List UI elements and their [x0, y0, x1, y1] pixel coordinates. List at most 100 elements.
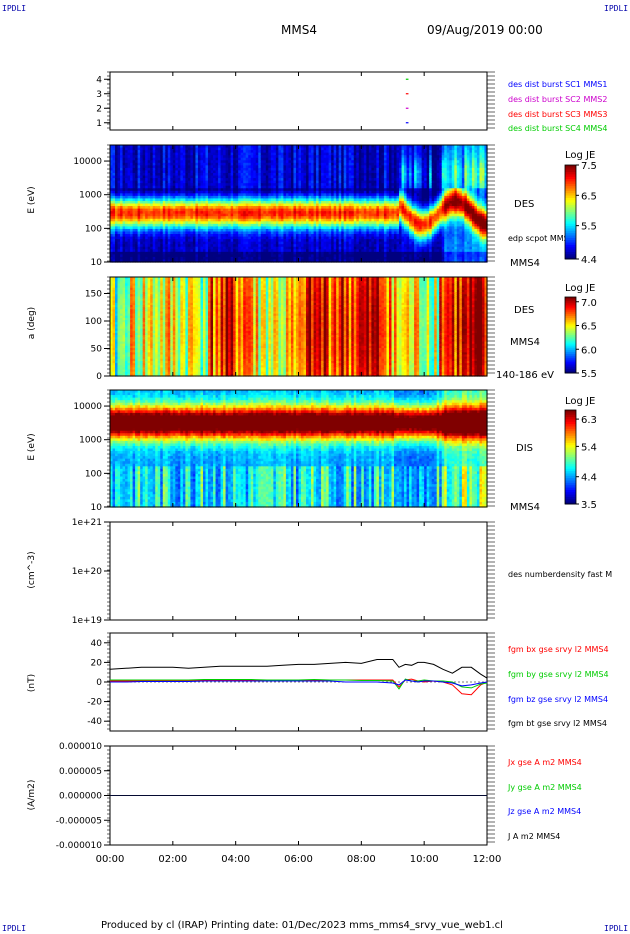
- colorbar1-ticklabel: 4.4: [581, 255, 597, 266]
- colorbar1-cell: [565, 176, 576, 180]
- colorbar1-cell: [565, 216, 576, 220]
- datetime-title: 09/Aug/2019 00:00: [427, 23, 543, 37]
- colorbar3-cell: [565, 428, 576, 432]
- colorbar2-cell: [565, 317, 576, 321]
- colorbar1-cell: [565, 207, 576, 211]
- colorbar2-cell: [565, 314, 576, 317]
- colorbar3-cell: [565, 445, 576, 449]
- des-pitch-label: DES: [514, 305, 534, 316]
- fgm-ytick-label: 20: [91, 658, 103, 668]
- colorbar1-cell: [565, 200, 576, 204]
- colorbar2-ticklabel: 7.0: [581, 298, 597, 309]
- colorbar3-ticklabel: 4.4: [581, 473, 597, 484]
- des-pitch-spectrogram: [110, 277, 488, 377]
- legend-jz: Jz gse A m2 MMS4: [508, 807, 581, 816]
- colorbar3-cell: [565, 435, 576, 439]
- corner-label-bl: IPDLI: [2, 924, 26, 933]
- colorbar1-cell: [565, 202, 576, 206]
- colorbar1-cell: [565, 240, 576, 244]
- colorbar3-title: Log JE: [565, 396, 595, 407]
- colorbar3-cell: [565, 482, 576, 486]
- edp-scpot-label: edp scpot MMS4: [508, 234, 574, 243]
- colorbar1-cell: [565, 174, 576, 178]
- colorbar1-cell: [565, 165, 576, 168]
- colorbar2-cell: [565, 365, 576, 368]
- colorbar3-cell: [565, 449, 576, 453]
- x-tick-label: 10:00: [410, 854, 439, 865]
- colorbar3-cell: [565, 426, 576, 430]
- colorbar3-cell: [565, 480, 576, 484]
- dis-energy-sc-label: MMS4: [510, 502, 540, 513]
- colorbar3-cell: [565, 496, 576, 500]
- colorbar1-cell: [565, 181, 576, 185]
- colorbar2-cell: [565, 331, 576, 334]
- legend-bt: fgm bt gse srvy l2 MMS4: [508, 719, 607, 728]
- colorbar2-cell: [565, 363, 576, 366]
- colorbar1-cell: [565, 167, 576, 171]
- des-energy-ytick-label: 100: [85, 224, 102, 234]
- colorbar2-cell: [565, 357, 576, 361]
- x-tick-label: 04:00: [221, 854, 250, 865]
- colorbar1-cell: [565, 197, 576, 201]
- colorbar2-cell: [565, 312, 576, 315]
- colorbar1-cell: [565, 212, 576, 215]
- density-frame: [109, 521, 488, 621]
- colorbar2-cell: [565, 352, 576, 355]
- colorbar3-cell: [565, 492, 576, 496]
- colorbar3-cell: [565, 417, 576, 420]
- density-ytick-label: 1e+21: [72, 518, 102, 528]
- colorbar1-cell: [565, 188, 576, 192]
- colorbar2-cell: [565, 298, 576, 302]
- fgm-ytick-label: -40: [87, 717, 102, 727]
- colorbar3-cell: [565, 421, 576, 425]
- fgm-ytick-label: 0: [96, 678, 102, 688]
- legend-jx: Jx gse A m2 MMS4: [508, 758, 582, 767]
- fgm-ytick-label: 40: [91, 639, 103, 649]
- colorbar1-cell: [565, 172, 576, 175]
- colorbar1-cell: [565, 169, 576, 173]
- colorbar1-cell: [565, 190, 576, 194]
- colorbar1-cell: [565, 204, 576, 208]
- colorbar2-ticklabel: 6.5: [581, 322, 597, 333]
- colorbar1-cell: [565, 249, 576, 253]
- colorbar2-cell: [565, 338, 576, 342]
- legend-bx: fgm bx gse srvy l2 MMS4: [508, 645, 609, 654]
- colorbar1-cell: [565, 183, 576, 187]
- colorbar3-cell: [565, 473, 576, 477]
- colorbar1-frame: [564, 164, 577, 260]
- colorbar2-cell: [565, 304, 576, 307]
- colorbar3-cell: [565, 475, 576, 479]
- colorbar1-cell: [565, 193, 576, 197]
- des-pitch-ytick-label: 0: [96, 372, 102, 382]
- colorbar3-cell: [565, 431, 576, 434]
- colorbar1-ticklabel: 7.5: [581, 161, 597, 172]
- colorbar1-cell: [565, 195, 576, 199]
- current-ytick-label: -0.000005: [56, 816, 102, 826]
- colorbar2-cell: [565, 367, 576, 370]
- colorbar2-cell: [565, 325, 576, 328]
- colorbar2-cell: [565, 359, 576, 363]
- colorbar3-ticklabel: 3.5: [581, 500, 597, 511]
- colorbar2-cell: [565, 323, 576, 326]
- colorbar3-cell: [565, 466, 576, 470]
- des-energy-sc-label: MMS4: [510, 258, 540, 269]
- colorbar2-cell: [565, 355, 576, 359]
- colorbar2-frame: [564, 296, 577, 374]
- legend-burst-sc4: des dist burst SC4 MMS4: [508, 124, 607, 133]
- colorbar2-cell: [565, 300, 576, 304]
- colorbar2-cell: [565, 369, 576, 372]
- current-ytick-label: 0.000000: [59, 792, 102, 802]
- colorbar2-cell: [565, 340, 576, 344]
- colorbar1-cell: [565, 186, 576, 189]
- des-pitch-ytick-label: 100: [85, 317, 102, 327]
- density-ytick-label: 1e+19: [72, 616, 103, 626]
- colorbar2-cell: [565, 327, 576, 330]
- x-tick-label: 12:00: [473, 854, 502, 865]
- colorbar3-cell: [565, 447, 576, 451]
- colorbar3-frame: [564, 409, 577, 505]
- colorbar3-cell: [565, 494, 576, 498]
- colorbar3-cell: [565, 440, 576, 444]
- x-tick-label: 00:00: [96, 854, 125, 865]
- colorbar1-cell: [565, 247, 576, 251]
